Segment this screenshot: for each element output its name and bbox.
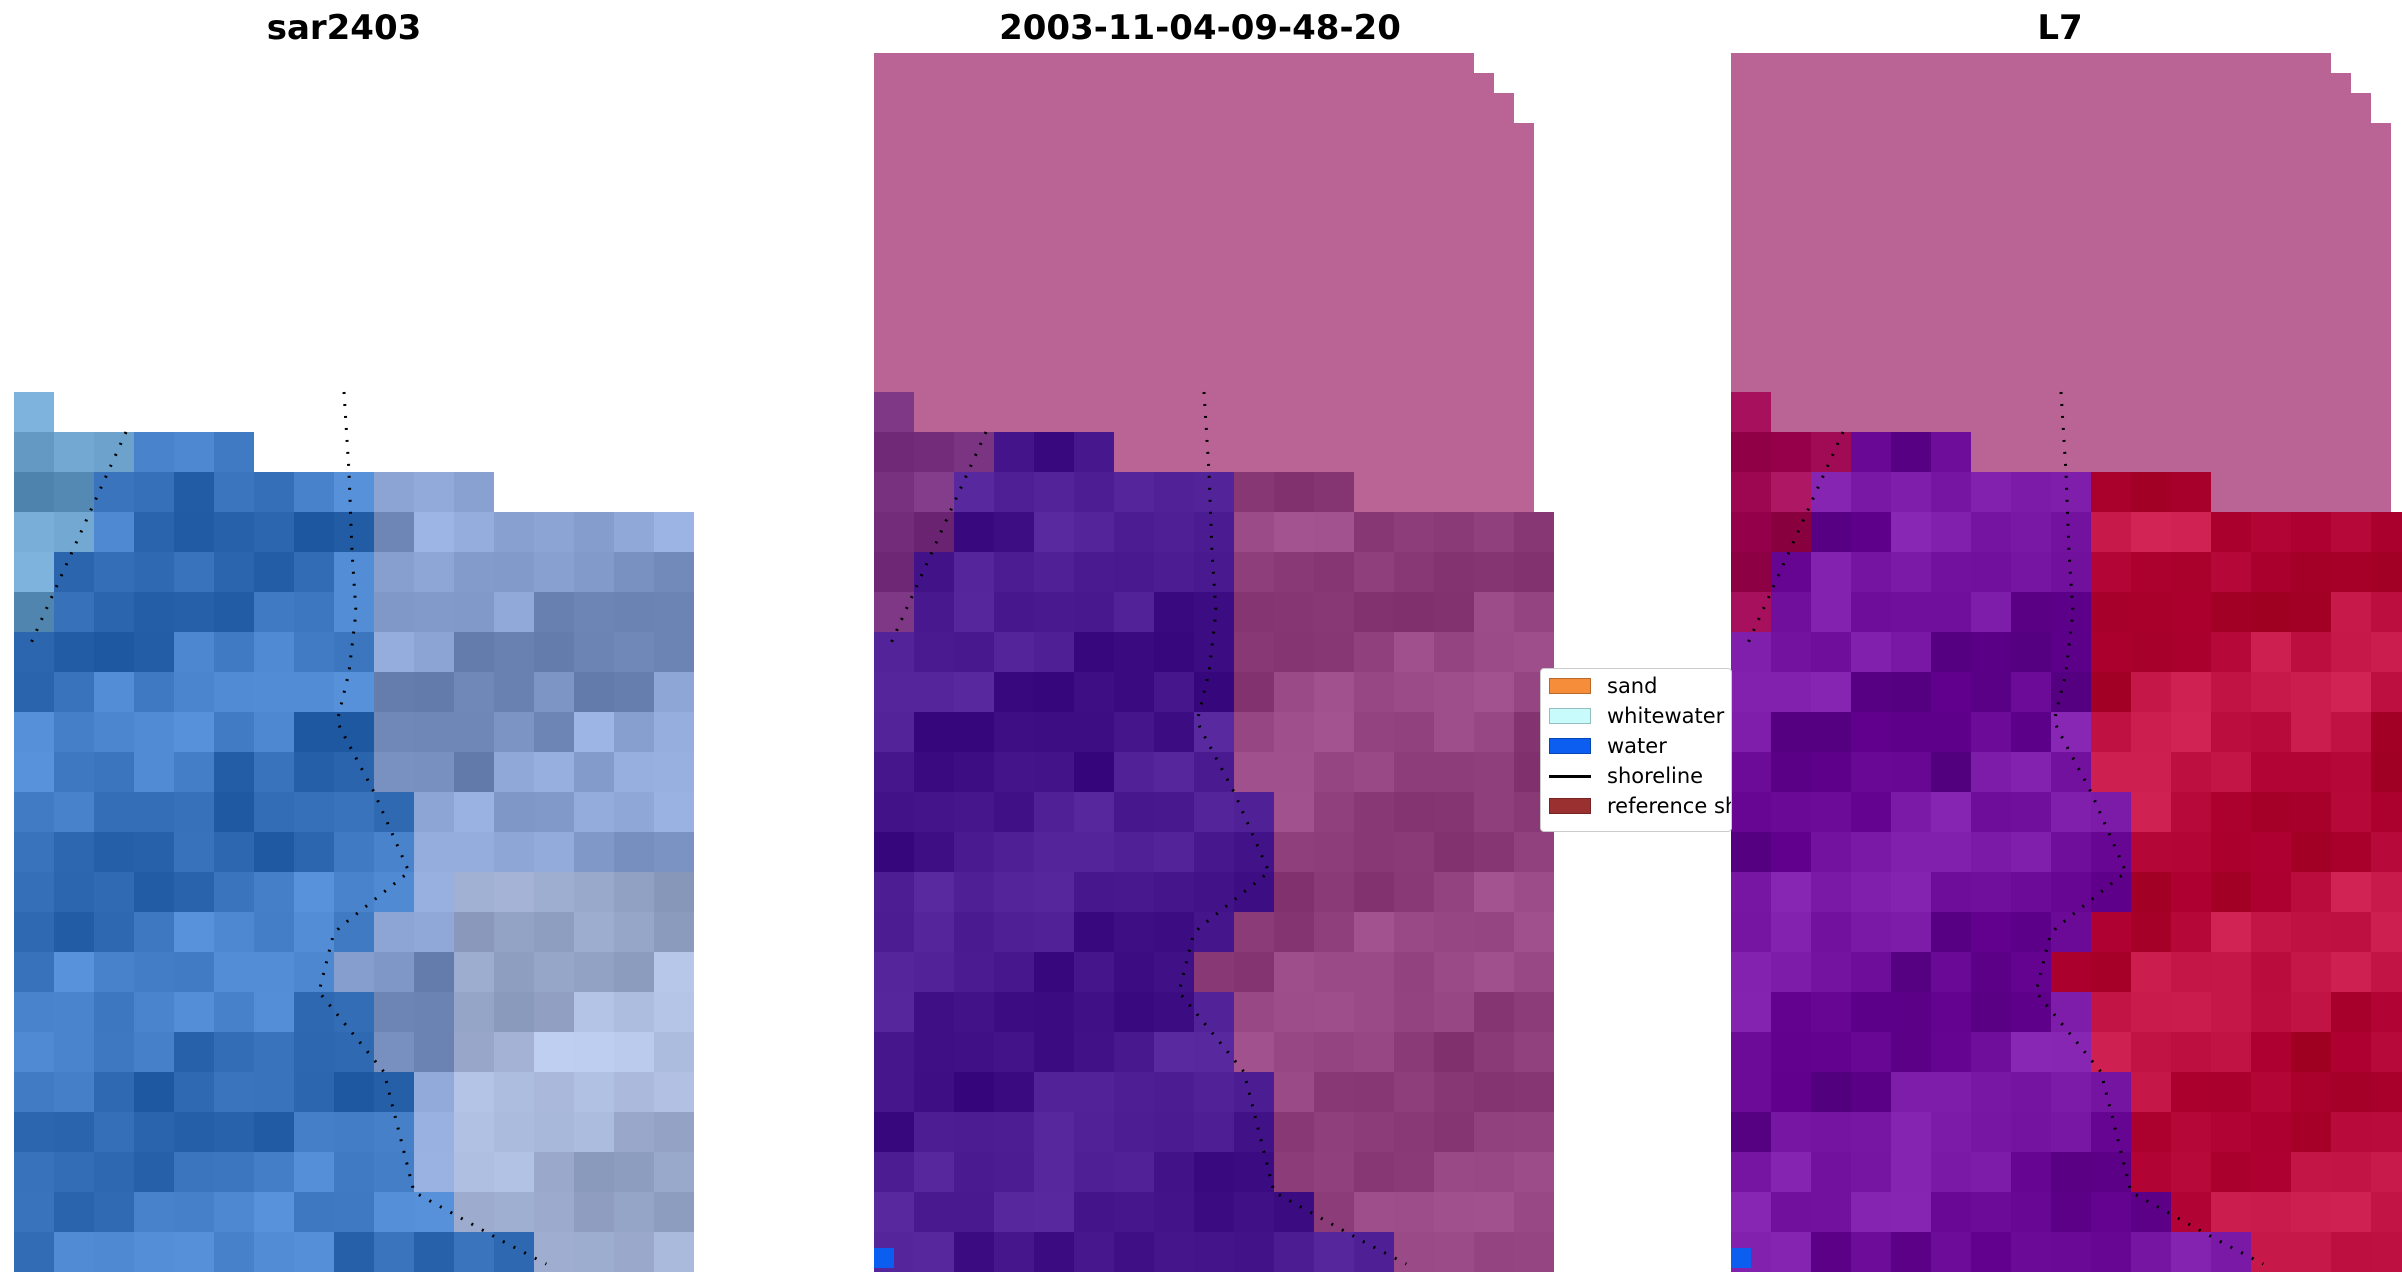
legend-label-reference-shoreline: reference shoreline [1607, 794, 1731, 818]
legend-label-whitewater: whitewater [1607, 704, 1725, 728]
classified-image-panel [874, 53, 1554, 1272]
panel-title-classification: 2003-11-04-09-48-20 [999, 8, 1401, 48]
legend-item-shoreline: shoreline [1549, 761, 1703, 791]
panel-title-rgb: sar2403 [266, 8, 422, 48]
legend-item-reference-shoreline: reference shoreline [1549, 791, 1731, 821]
legend: sand whitewater water shoreline referenc… [1540, 668, 1732, 832]
legend-label-sand: sand [1607, 674, 1658, 698]
legend-label-water: water [1607, 734, 1667, 758]
rgb-image-panel [14, 391, 694, 1272]
legend-swatch-sand [1549, 678, 1591, 694]
legend-label-shoreline: shoreline [1607, 764, 1704, 788]
legend-swatch-reference-shoreline [1549, 798, 1591, 814]
legend-swatch-whitewater [1549, 708, 1591, 724]
legend-line-shoreline [1549, 774, 1591, 778]
panel-title-index: L7 [2037, 8, 2083, 48]
index-image-panel [1731, 53, 2402, 1272]
legend-item-sand: sand [1549, 671, 1657, 701]
legend-item-water: water [1549, 731, 1667, 761]
legend-swatch-water [1549, 738, 1591, 754]
legend-item-whitewater: whitewater [1549, 701, 1724, 731]
